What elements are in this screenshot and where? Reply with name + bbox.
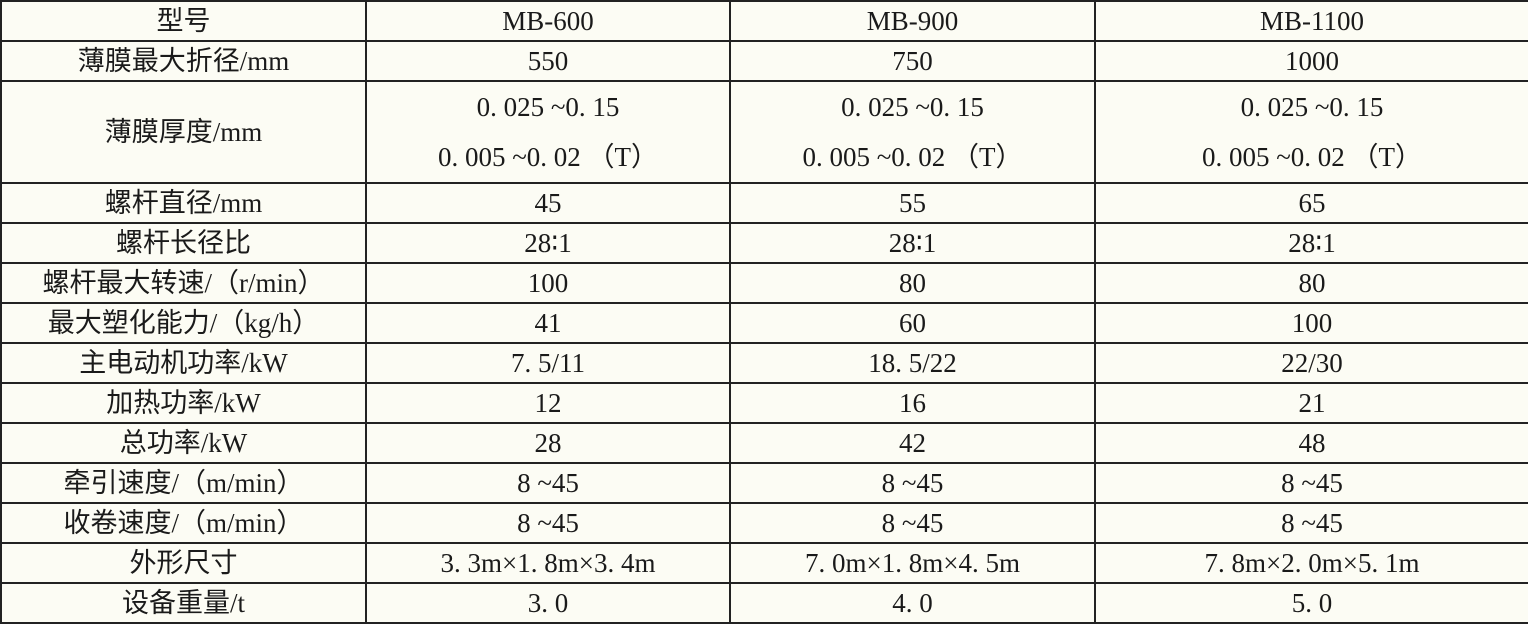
cell: 41 [365, 302, 731, 344]
cell: 100 [365, 262, 731, 304]
cell: 0. 025 ~0. 15 0. 005 ~0. 02 （T） [729, 80, 1096, 184]
cell: 3. 3m×1. 8m×3. 4m [365, 542, 731, 584]
cell: MB-900 [729, 0, 1096, 42]
cell: 5. 0 [1094, 582, 1528, 624]
cell-line: 0. 025 ~0. 15 [1240, 92, 1384, 122]
cell: 8 ~45 [365, 462, 731, 504]
cell: 28∶1 [365, 222, 731, 264]
cell: 42 [729, 422, 1096, 464]
row-label: 主电动机功率/kW [0, 342, 367, 384]
cell-line: 0. 005 ~0. 02 （T） [802, 142, 1023, 172]
cell: 12 [365, 382, 731, 424]
cell: 550 [365, 40, 731, 82]
cell: 45 [365, 182, 731, 224]
table-row: 螺杆长径比 28∶1 28∶1 28∶1 [0, 222, 1528, 264]
cell: 60 [729, 302, 1096, 344]
row-label: 螺杆长径比 [0, 222, 367, 264]
table-row: 总功率/kW 28 42 48 [0, 422, 1528, 464]
table-row: 螺杆最大转速/（r/min） 100 80 80 [0, 262, 1528, 304]
table-row: 最大塑化能力/（kg/h） 41 60 100 [0, 302, 1528, 344]
cell: 16 [729, 382, 1096, 424]
row-label: 螺杆直径/mm [0, 182, 367, 224]
cell: 8 ~45 [729, 502, 1096, 544]
table-row: 型号 MB-600 MB-900 MB-1100 [0, 0, 1528, 42]
cell: 18. 5/22 [729, 342, 1096, 384]
cell: 4. 0 [729, 582, 1096, 624]
cell: 8 ~45 [1094, 502, 1528, 544]
table-row: 螺杆直径/mm 45 55 65 [0, 182, 1528, 224]
cell-line: 0. 005 ~0. 02 （T） [437, 142, 659, 172]
row-label: 加热功率/kW [0, 382, 367, 424]
table-row: 外形尺寸 3. 3m×1. 8m×3. 4m 7. 0m×1. 8m×4. 5m 7.… [0, 542, 1528, 584]
table-row: 薄膜最大折径/mm 550 750 1000 [0, 40, 1528, 82]
row-label: 外形尺寸 [0, 542, 367, 584]
cell: 750 [729, 40, 1096, 82]
cell: 7. 8m×2. 0m×5. 1m [1094, 542, 1528, 584]
table-row: 加热功率/kW 12 16 21 [0, 382, 1528, 424]
cell: 8 ~45 [1094, 462, 1528, 504]
row-label: 总功率/kW [0, 422, 367, 464]
cell: MB-1100 [1094, 0, 1528, 42]
table-row: 设备重量/t 3. 0 4. 0 5. 0 [0, 582, 1528, 624]
cell-line: 0. 025 ~0. 15 [476, 92, 620, 122]
table-row: 主电动机功率/kW 7. 5/11 18. 5/22 22/30 [0, 342, 1528, 384]
row-label: 型号 [0, 0, 367, 42]
row-label: 薄膜最大折径/mm [0, 40, 367, 82]
cell: 100 [1094, 302, 1528, 344]
cell-line: 0. 005 ~0. 02 （T） [1201, 142, 1423, 172]
cell: 22/30 [1094, 342, 1528, 384]
table-row: 牵引速度/（m/min） 8 ~45 8 ~45 8 ~45 [0, 462, 1528, 504]
table-row: 收卷速度/（m/min） 8 ~45 8 ~45 8 ~45 [0, 502, 1528, 544]
row-label: 牵引速度/（m/min） [0, 462, 367, 504]
row-label: 薄膜厚度/mm [0, 80, 367, 184]
cell: 21 [1094, 382, 1528, 424]
row-label: 收卷速度/（m/min） [0, 502, 367, 544]
cell: 55 [729, 182, 1096, 224]
table-row: 薄膜厚度/mm 0. 025 ~0. 15 0. 005 ~0. 02 （T） 0. … [0, 80, 1528, 184]
cell: 65 [1094, 182, 1528, 224]
cell: 7. 5/11 [365, 342, 731, 384]
cell: 80 [729, 262, 1096, 304]
cell: MB-600 [365, 0, 731, 42]
cell: 8 ~45 [729, 462, 1096, 504]
cell-line: 0. 025 ~0. 15 [841, 92, 984, 122]
cell: 0. 025 ~0. 15 0. 005 ~0. 02 （T） [1094, 80, 1528, 184]
row-label: 螺杆最大转速/（r/min） [0, 262, 367, 304]
row-label: 设备重量/t [0, 582, 367, 624]
cell: 3. 0 [365, 582, 731, 624]
cell: 28∶1 [729, 222, 1096, 264]
cell: 28 [365, 422, 731, 464]
cell: 48 [1094, 422, 1528, 464]
cell: 8 ~45 [365, 502, 731, 544]
cell: 28∶1 [1094, 222, 1528, 264]
cell: 1000 [1094, 40, 1528, 82]
cell: 0. 025 ~0. 15 0. 005 ~0. 02 （T） [365, 80, 731, 184]
cell: 80 [1094, 262, 1528, 304]
row-label: 最大塑化能力/（kg/h） [0, 302, 367, 344]
cell: 7. 0m×1. 8m×4. 5m [729, 542, 1096, 584]
